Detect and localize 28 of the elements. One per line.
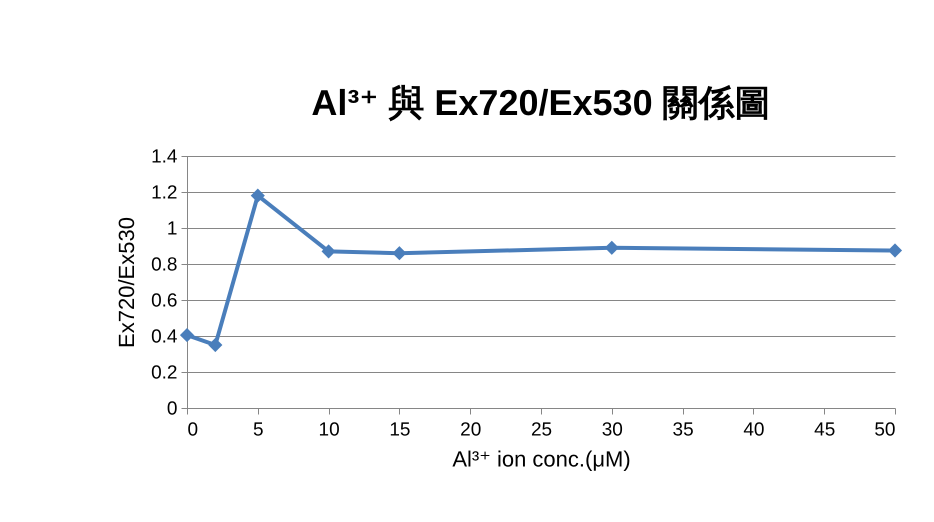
x-tick-label: 35 bbox=[672, 420, 694, 440]
point bbox=[250, 188, 265, 203]
x-tick-label: 45 bbox=[814, 420, 836, 440]
point bbox=[180, 328, 194, 342]
y-tick-label: 0.4 bbox=[151, 326, 178, 348]
x-tick-label: 5 bbox=[253, 420, 264, 440]
y-tick-label: 1.4 bbox=[151, 146, 178, 168]
x-tick-label: 40 bbox=[743, 420, 764, 440]
x-tick-label: 10 bbox=[318, 420, 340, 440]
point bbox=[208, 338, 222, 352]
y-tick-label: 1.2 bbox=[151, 182, 178, 204]
y-tick-label: 0.8 bbox=[151, 254, 178, 276]
y-tick-label: 0 bbox=[166, 398, 178, 420]
x-tick-label: 0 bbox=[188, 420, 198, 440]
y-axis-title: Ex720/Ex530 bbox=[114, 217, 140, 348]
point bbox=[604, 240, 619, 255]
point bbox=[322, 244, 336, 258]
chart-title: Al³⁺ 與 Ex720/Ex530 關係圖 bbox=[311, 82, 771, 123]
y-tick-label: 1 bbox=[166, 218, 178, 240]
x-tick-label: 50 bbox=[874, 420, 896, 440]
y-tick-label: 0.6 bbox=[151, 290, 178, 312]
x-tick-label: 20 bbox=[460, 420, 482, 440]
point bbox=[392, 246, 406, 260]
x-axis-title: Al³⁺ ion conc.(μM) bbox=[452, 446, 631, 472]
x-tick-label: 30 bbox=[602, 420, 623, 440]
y-tick-label: 0.2 bbox=[151, 362, 178, 384]
x-tick-label: 15 bbox=[389, 420, 410, 440]
x-tick-label: 25 bbox=[530, 420, 552, 440]
